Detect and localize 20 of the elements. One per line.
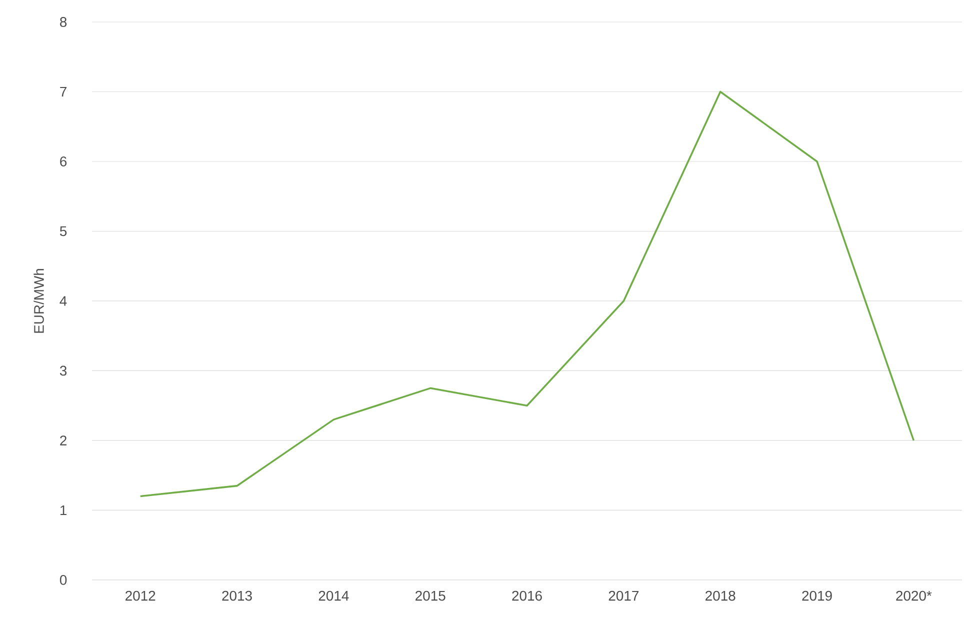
x-tick-label: 2016 bbox=[512, 590, 542, 601]
y-tick-label: 8 bbox=[60, 17, 67, 27]
y-tick-label: 2 bbox=[60, 436, 66, 446]
x-tick-label: 2012 bbox=[126, 590, 156, 601]
y-tick-label: 3 bbox=[60, 366, 67, 376]
x-tick-label: 2019 bbox=[802, 590, 832, 601]
x-tick-label: 2017 bbox=[608, 590, 638, 601]
x-tick-label: 2020* bbox=[896, 590, 932, 601]
y-tick-label: 4 bbox=[60, 296, 67, 306]
y-tick-label: 7 bbox=[60, 86, 66, 97]
x-tick-label: 2015 bbox=[416, 590, 446, 601]
y-tick-label: 6 bbox=[60, 156, 67, 166]
y-tick-label: 5 bbox=[60, 226, 67, 236]
x-tick-label: 2014 bbox=[318, 590, 349, 601]
x-tick-label: 2018 bbox=[706, 590, 736, 601]
y-tick-label: 1 bbox=[60, 505, 66, 516]
line-series bbox=[139, 90, 915, 498]
y-axis-title: EUR/MWh bbox=[34, 268, 44, 333]
y-tick-label: 0 bbox=[60, 575, 67, 585]
x-tick-label: 2013 bbox=[222, 590, 252, 601]
